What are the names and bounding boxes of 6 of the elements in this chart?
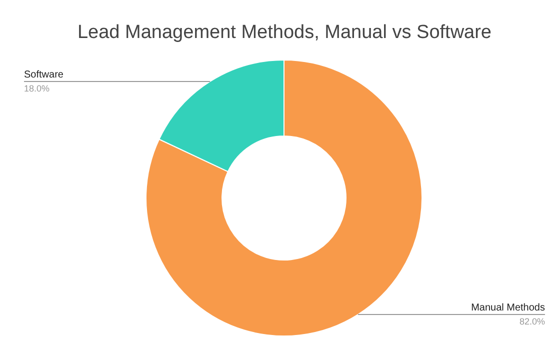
data-label: 18.0%	[24, 83, 50, 94]
chart-title: Lead Management Methods, Manual vs Software	[77, 22, 492, 43]
donut-slice	[146, 60, 422, 336]
slice-label: Software	[24, 69, 64, 80]
data-label: 82.0%	[519, 316, 545, 327]
slice-label: Manual Methods	[471, 302, 545, 314]
